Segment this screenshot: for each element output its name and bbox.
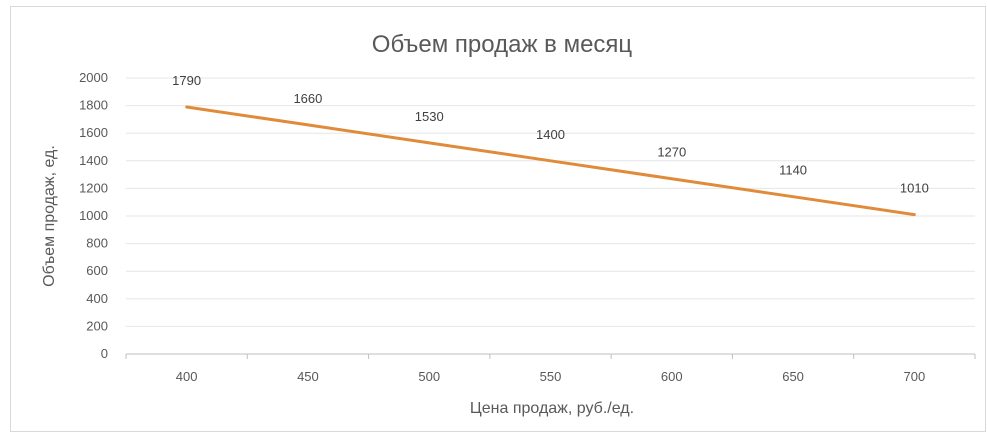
axes bbox=[125, 353, 976, 359]
x-axis-ticks: 400 450 500 550 600 650 700 bbox=[176, 369, 925, 384]
data-label: 1270 bbox=[657, 145, 686, 160]
chart-title: Объем продаж в месяц bbox=[372, 31, 633, 58]
y-tick-label: 0 bbox=[101, 346, 108, 361]
gridlines bbox=[126, 77, 975, 327]
chart-frame bbox=[10, 6, 986, 432]
y-tick-label: 800 bbox=[86, 236, 108, 251]
y-tick-label: 1000 bbox=[79, 208, 108, 223]
x-tick-label: 650 bbox=[782, 369, 804, 384]
y-axis-ticks: 0 200 400 600 800 1000 1200 1400 1600 1800 2000 bbox=[79, 70, 108, 361]
series bbox=[185, 105, 916, 217]
x-tick-label: 700 bbox=[904, 369, 926, 384]
y-tick-label: 1600 bbox=[79, 125, 108, 140]
y-tick-label: 400 bbox=[86, 291, 108, 306]
data-label: 1400 bbox=[536, 127, 565, 142]
data-label: 1010 bbox=[900, 181, 929, 196]
data-label: 1530 bbox=[415, 109, 444, 124]
data-label: 1790 bbox=[172, 73, 201, 88]
y-tick-label: 600 bbox=[86, 263, 108, 278]
x-axis-label: Цена продаж, руб./ед. bbox=[470, 400, 634, 417]
x-tick-label: 550 bbox=[540, 369, 562, 384]
x-tick-label: 600 bbox=[661, 369, 683, 384]
x-tick-label: 450 bbox=[297, 369, 319, 384]
y-tick-label: 200 bbox=[86, 318, 108, 333]
x-tick-label: 400 bbox=[176, 369, 198, 384]
x-tick-label: 500 bbox=[418, 369, 440, 384]
y-tick-label: 1400 bbox=[79, 153, 108, 168]
data-label: 1140 bbox=[779, 163, 807, 178]
y-tick-label: 2000 bbox=[79, 70, 108, 85]
y-tick-label: 1200 bbox=[79, 180, 108, 195]
y-tick-label: 1800 bbox=[79, 98, 108, 113]
series-line bbox=[185, 105, 916, 217]
data-label: 1660 bbox=[293, 91, 322, 106]
y-axis-label: Объем продаж, ед. bbox=[41, 145, 58, 287]
data-labels: 1790 1660 1530 1400 1270 1140 1010 bbox=[172, 73, 929, 196]
